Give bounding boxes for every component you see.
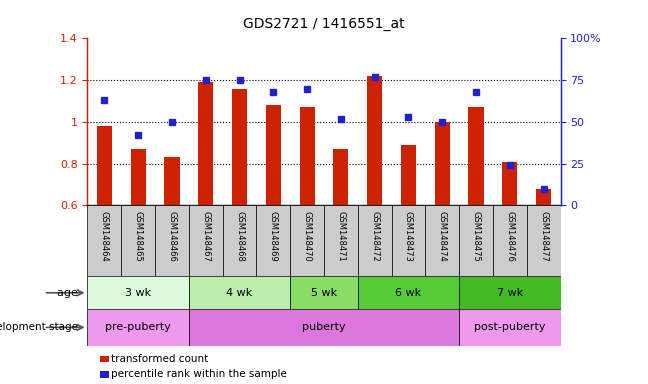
Bar xyxy=(502,162,518,205)
Bar xyxy=(198,82,213,205)
Bar xyxy=(97,126,112,205)
Bar xyxy=(189,205,223,276)
Bar xyxy=(121,205,155,276)
Bar xyxy=(367,76,382,205)
Bar xyxy=(155,205,189,276)
Text: GSM148467: GSM148467 xyxy=(202,211,210,262)
Text: GSM148469: GSM148469 xyxy=(269,211,278,262)
Bar xyxy=(87,309,189,346)
Text: GDS2721 / 1416551_at: GDS2721 / 1416551_at xyxy=(243,17,405,31)
Text: 4 wk: 4 wk xyxy=(226,288,253,298)
Text: transformed count: transformed count xyxy=(111,354,208,364)
Text: GSM148474: GSM148474 xyxy=(438,211,446,262)
Bar xyxy=(299,107,315,205)
Bar xyxy=(459,276,561,309)
Text: GSM148468: GSM148468 xyxy=(235,211,244,262)
Bar xyxy=(333,149,349,205)
Text: GSM148465: GSM148465 xyxy=(133,211,143,262)
Text: GSM148470: GSM148470 xyxy=(303,211,312,262)
Text: pre-puberty: pre-puberty xyxy=(105,322,171,333)
Bar xyxy=(266,105,281,205)
Text: 6 wk: 6 wk xyxy=(395,288,422,298)
Text: GSM148472: GSM148472 xyxy=(370,211,379,262)
Bar xyxy=(232,89,247,205)
Bar xyxy=(223,205,257,276)
Bar xyxy=(536,189,551,205)
Bar xyxy=(358,276,459,309)
Text: GSM148471: GSM148471 xyxy=(336,211,345,262)
Bar xyxy=(290,276,358,309)
Text: percentile rank within the sample: percentile rank within the sample xyxy=(111,369,287,379)
Bar xyxy=(257,205,290,276)
Bar xyxy=(290,205,324,276)
Text: GSM148473: GSM148473 xyxy=(404,211,413,262)
Text: GSM148476: GSM148476 xyxy=(505,211,515,262)
Bar xyxy=(425,205,459,276)
Bar xyxy=(527,205,561,276)
Text: puberty: puberty xyxy=(302,322,346,333)
Text: GSM148464: GSM148464 xyxy=(100,211,109,262)
Bar xyxy=(401,145,416,205)
Text: age: age xyxy=(56,288,81,298)
Bar xyxy=(87,205,121,276)
Bar xyxy=(189,276,290,309)
Bar xyxy=(435,122,450,205)
Text: GSM148477: GSM148477 xyxy=(539,211,548,262)
Bar xyxy=(87,276,189,309)
Text: development stage: development stage xyxy=(0,322,81,333)
Bar xyxy=(130,149,146,205)
Bar xyxy=(459,205,493,276)
Text: GSM148466: GSM148466 xyxy=(167,211,176,262)
Bar xyxy=(459,309,561,346)
Bar xyxy=(358,205,391,276)
Text: 3 wk: 3 wk xyxy=(125,288,151,298)
Bar xyxy=(324,205,358,276)
Text: GSM148475: GSM148475 xyxy=(472,211,481,262)
Bar xyxy=(391,205,425,276)
Bar xyxy=(493,205,527,276)
Bar xyxy=(165,157,179,205)
Bar xyxy=(189,309,459,346)
Bar xyxy=(469,107,483,205)
Text: 5 wk: 5 wk xyxy=(311,288,337,298)
Text: 7 wk: 7 wk xyxy=(497,288,523,298)
Text: post-puberty: post-puberty xyxy=(474,322,546,333)
